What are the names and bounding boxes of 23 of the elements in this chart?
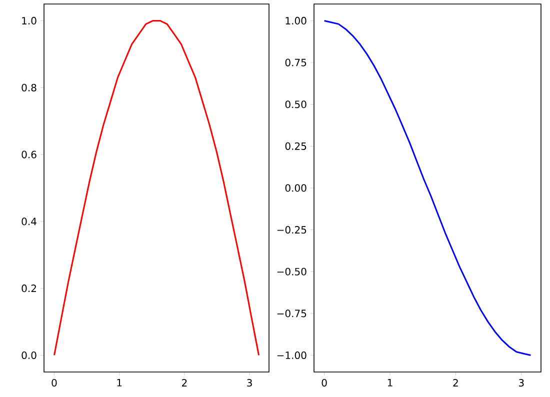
y-tick-label: 0.50 [285, 100, 306, 108]
x-tick-label: 1 [388, 379, 392, 386]
y-tick-label: 0.75 [285, 58, 306, 66]
y-tick-label: 0.0 [22, 351, 36, 360]
y-tick-label: 0.25 [285, 142, 306, 150]
x-tick-label: 3 [518, 379, 524, 387]
y-tick-label: 1.00 [286, 16, 306, 25]
x-tick-label: 2 [453, 379, 458, 386]
y-tick-label: 0.00 [285, 184, 306, 192]
x-tick-label: 0 [322, 379, 327, 387]
x-tick-label: 3 [247, 379, 252, 387]
x-tick-label: 1 [117, 379, 122, 386]
y-tick-label: −0.25 [277, 226, 306, 234]
y-tick-label: 1.0 [22, 16, 36, 25]
y-tick-label: −0.75 [277, 310, 306, 318]
y-tick-label: −0.50 [277, 268, 306, 276]
y-tick-label: −1.00 [277, 351, 306, 360]
y-tick-label: 0.2 [22, 284, 36, 292]
y-tick-label: 0.6 [22, 150, 36, 158]
x-tick-label: 2 [182, 379, 187, 386]
x-tick-label: 0 [52, 379, 57, 387]
y-tick-label: 0.4 [22, 218, 36, 226]
y-tick-label: 0.8 [22, 84, 36, 92]
